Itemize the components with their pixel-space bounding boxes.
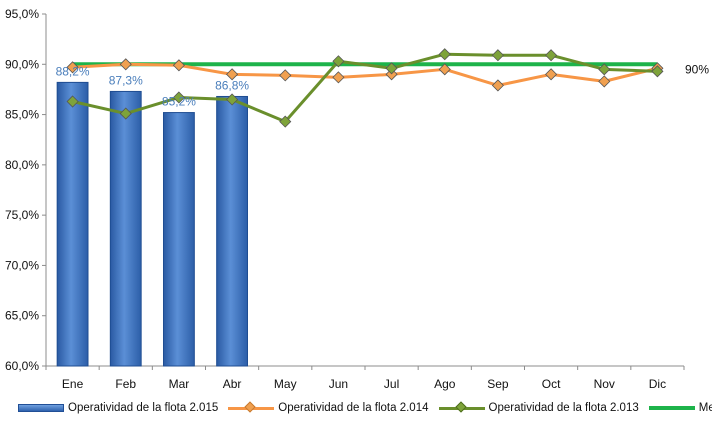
x-tick-label: Mar: [169, 377, 190, 391]
legend-label-meta: Meta: [698, 402, 712, 414]
marker-2014: [279, 69, 292, 82]
marker-2013: [279, 115, 292, 128]
marker-2014: [438, 63, 451, 76]
marker-2013: [491, 49, 504, 62]
y-tick-label: 75,0%: [5, 208, 39, 222]
x-tick-label: Jul: [384, 377, 399, 391]
marker-2014: [332, 71, 345, 84]
meta-data-label: 90%: [685, 62, 709, 76]
marker-2013: [545, 49, 558, 62]
bar-data-label: 87,3%: [109, 73, 143, 87]
marker-2014: [119, 58, 132, 71]
marker-2014: [598, 75, 611, 88]
legend-swatch-2014: [228, 400, 275, 413]
marker-2013: [119, 107, 132, 120]
x-tick-label: Jun: [329, 377, 348, 391]
marker-2013: [651, 65, 664, 78]
series-line-2014: [72, 62, 658, 87]
x-tick-label: Sep: [487, 377, 509, 391]
bar-data-label: 85,2%: [162, 95, 196, 109]
marker-2014: [172, 59, 185, 72]
x-tick-label: Oct: [542, 377, 561, 391]
legend: Operatividad de la flota 2.015 Operativi…: [18, 399, 712, 417]
marker-2014: [66, 61, 79, 74]
marker-2013: [66, 95, 79, 108]
x-tick-label: Ene: [62, 377, 84, 391]
series-line-2013: [72, 52, 658, 124]
legend-swatch-2015: [18, 404, 64, 412]
marker-2013: [226, 93, 239, 106]
y-tick-label: 95,0%: [5, 7, 39, 21]
x-tick-label: Nov: [594, 377, 615, 391]
marker-2013: [385, 62, 398, 75]
marker-2014: [226, 68, 239, 81]
x-tick-label: Ago: [434, 377, 456, 391]
bar: [109, 90, 142, 367]
legend-label-2014: Operatividad de la flota 2.014: [278, 402, 429, 414]
marker-2013: [332, 55, 345, 68]
x-tick-label: Abr: [223, 377, 242, 391]
y-tick-label: 85,0%: [5, 108, 39, 122]
y-tick-label: 60,0%: [5, 359, 39, 373]
bar: [216, 95, 249, 367]
x-tick-label: May: [274, 377, 297, 391]
legend-item-2015: Operatividad de la flota 2.015: [18, 402, 218, 414]
legend-label-2013: Operatividad de la flota 2.013: [488, 402, 639, 414]
bar-data-label: 86,8%: [215, 78, 249, 92]
legend-item-2013: Operatividad de la flota 2.013: [438, 400, 639, 414]
y-tick-label: 90,0%: [5, 57, 39, 71]
y-tick-label: 70,0%: [5, 258, 39, 272]
legend-swatch-2013: [438, 400, 485, 413]
legend-label-2015: Operatividad de la flota 2.015: [68, 402, 219, 414]
legend-item-meta: Meta: [648, 402, 712, 414]
legend-swatch-meta: [648, 406, 695, 410]
marker-2013: [438, 48, 451, 61]
bar: [56, 81, 89, 367]
marker-2014: [545, 68, 558, 81]
bar-data-label: 88,2%: [56, 64, 90, 78]
y-tick-label: 80,0%: [5, 158, 39, 172]
legend-item-2014: Operatividad de la flota 2.014: [228, 400, 429, 414]
marker-2013: [172, 91, 185, 104]
x-tick-label: Dic: [649, 377, 666, 391]
x-tick-label: Feb: [115, 377, 136, 391]
marker-2013: [598, 63, 611, 76]
y-tick-label: 65,0%: [5, 309, 39, 323]
marker-2014: [491, 79, 504, 92]
bar: [162, 112, 195, 367]
